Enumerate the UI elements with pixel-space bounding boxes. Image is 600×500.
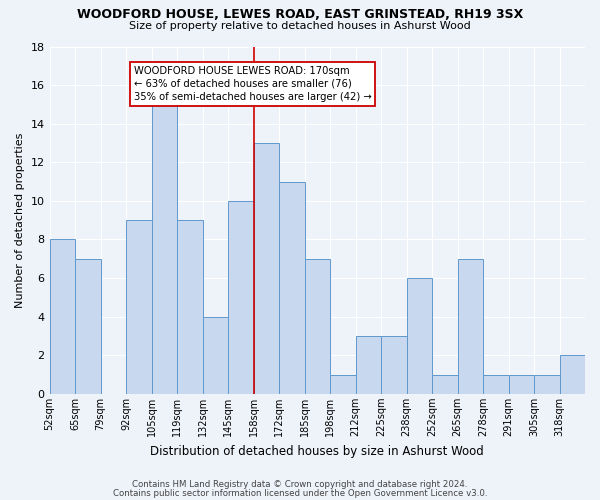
Bar	[50, 240, 75, 394]
Bar	[356, 336, 381, 394]
Bar	[305, 259, 330, 394]
Bar	[330, 374, 356, 394]
Bar	[228, 201, 254, 394]
Bar	[407, 278, 432, 394]
Bar	[381, 336, 407, 394]
Text: WOODFORD HOUSE, LEWES ROAD, EAST GRINSTEAD, RH19 3SX: WOODFORD HOUSE, LEWES ROAD, EAST GRINSTE…	[77, 8, 523, 20]
Text: Contains HM Land Registry data © Crown copyright and database right 2024.: Contains HM Land Registry data © Crown c…	[132, 480, 468, 489]
Bar	[534, 374, 560, 394]
Text: Contains public sector information licensed under the Open Government Licence v3: Contains public sector information licen…	[113, 489, 487, 498]
Bar	[203, 316, 228, 394]
Bar	[177, 220, 203, 394]
Bar	[509, 374, 534, 394]
X-axis label: Distribution of detached houses by size in Ashurst Wood: Distribution of detached houses by size …	[151, 444, 484, 458]
Bar	[279, 182, 305, 394]
Bar	[152, 104, 177, 394]
Bar	[75, 259, 101, 394]
Y-axis label: Number of detached properties: Number of detached properties	[15, 132, 25, 308]
Bar	[432, 374, 458, 394]
Bar	[126, 220, 152, 394]
Bar	[458, 259, 483, 394]
Bar	[560, 356, 585, 394]
Bar	[254, 143, 279, 394]
Text: WOODFORD HOUSE LEWES ROAD: 170sqm
← 63% of detached houses are smaller (76)
35% : WOODFORD HOUSE LEWES ROAD: 170sqm ← 63% …	[134, 66, 371, 102]
Bar	[483, 374, 509, 394]
Text: Size of property relative to detached houses in Ashurst Wood: Size of property relative to detached ho…	[129, 21, 471, 31]
